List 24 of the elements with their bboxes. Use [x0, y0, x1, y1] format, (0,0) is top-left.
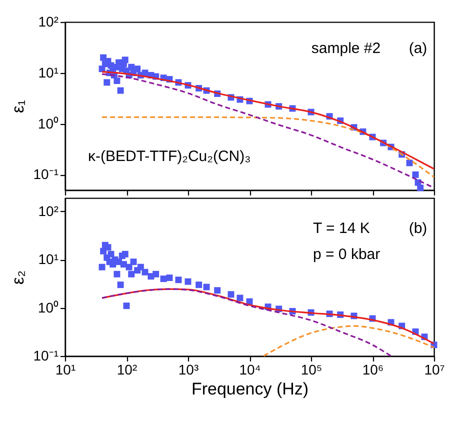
y-tick-label: 10⁰ [38, 299, 58, 316]
x-tick-label: 10⁶ [362, 362, 384, 378]
y-axis-title: ε₂ [8, 270, 28, 285]
x-tick-label: 10² [116, 362, 138, 378]
y-tick-label: 10¹ [38, 251, 59, 268]
annotation: p = 0 kbar [313, 246, 380, 263]
y-tick-label: 10⁻¹ [33, 166, 59, 182]
y-tick-label: 10² [38, 14, 59, 30]
y-tick-label: 10² [38, 202, 59, 219]
x-tick-label: 10³ [178, 362, 199, 378]
y-tick-label: 10¹ [38, 64, 59, 80]
y-tick-label: 10⁰ [38, 115, 58, 132]
annotation: sample #2 [311, 40, 381, 57]
x-axis-title: Frequency (Hz) [191, 380, 309, 398]
annotation: κ-(BEDT-TTF)₂Cu₂(CN)₃ [88, 148, 251, 165]
y-axis-title: ε₁ [8, 100, 28, 114]
y-tick-label: 10⁻¹ [33, 348, 59, 364]
annotation: T = 14 K [313, 220, 370, 237]
x-tick-label: 10⁵ [300, 362, 322, 378]
annotation: (a) [408, 40, 428, 57]
annotation: (b) [408, 220, 428, 237]
x-tick-label: 10⁴ [239, 362, 261, 378]
x-tick-label: 10¹ [55, 362, 76, 378]
x-tick-label: 10⁷ [424, 362, 445, 378]
